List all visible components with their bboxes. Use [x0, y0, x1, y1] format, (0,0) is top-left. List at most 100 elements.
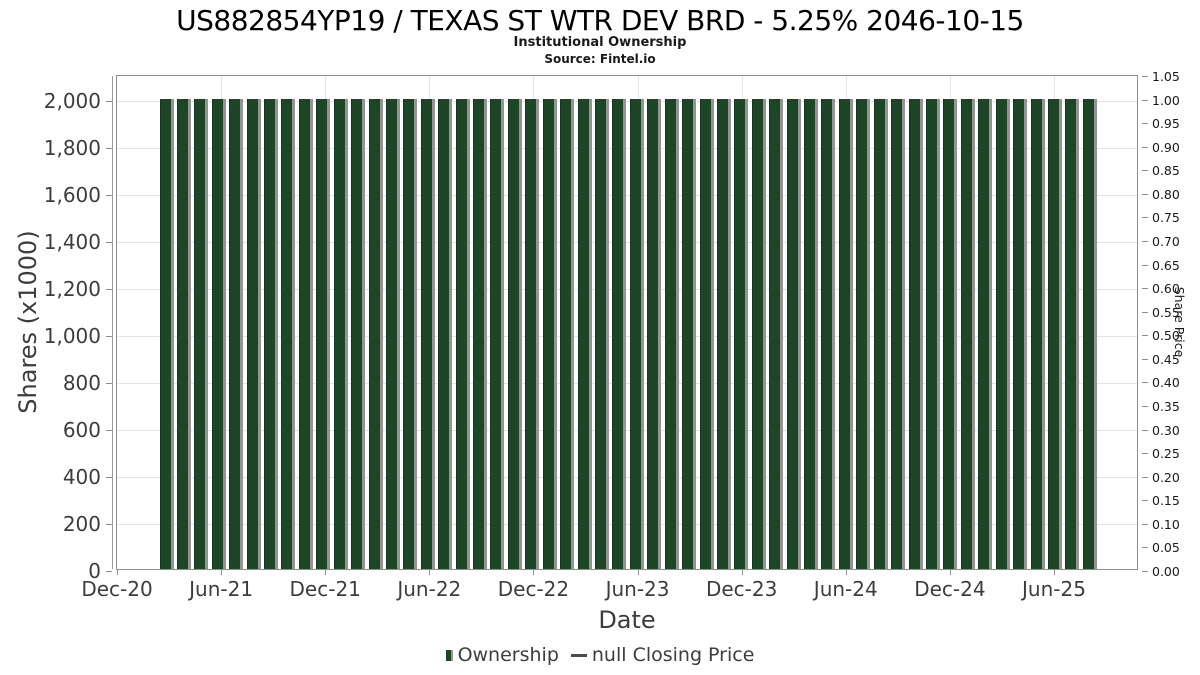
right-tick-label: 0.45: [1152, 351, 1180, 367]
ownership-bar[interactable]: [1013, 99, 1028, 569]
ownership-bar[interactable]: [716, 99, 731, 569]
left-tick-mark: [106, 101, 112, 102]
ownership-bar[interactable]: [873, 99, 888, 569]
right-tick-mark: [1142, 241, 1148, 242]
ownership-bar[interactable]: [490, 99, 505, 569]
ownership-bar[interactable]: [246, 99, 261, 569]
ownership-bar[interactable]: [159, 99, 174, 569]
ownership-bar[interactable]: [995, 99, 1010, 569]
ownership-bar[interactable]: [960, 99, 975, 569]
left-tick-mark: [106, 148, 112, 149]
right-tick-mark: [1142, 358, 1148, 360]
right-axis-title: Share Price: [1172, 286, 1187, 358]
ownership-bar[interactable]: [420, 99, 435, 569]
left-tick-mark: [106, 336, 112, 337]
x-tick-mark: [117, 569, 118, 575]
right-tick-label: 0.10: [1152, 516, 1180, 532]
ownership-bar[interactable]: [925, 99, 940, 569]
ownership-bar[interactable]: [786, 99, 801, 569]
ownership-bar[interactable]: [821, 99, 836, 569]
ownership-bar[interactable]: [734, 99, 749, 569]
left-tick-mark: [106, 524, 112, 525]
ownership-bar[interactable]: [577, 99, 592, 569]
ownership-bar[interactable]: [281, 99, 296, 569]
x-tick-label: Jun-22: [397, 577, 462, 601]
ownership-bar[interactable]: [473, 99, 488, 569]
ownership-bar[interactable]: [664, 99, 679, 569]
ownership-bar[interactable]: [804, 99, 819, 569]
left-tick-label: 1,600: [43, 183, 101, 207]
right-tick-label: 0.00: [1152, 564, 1180, 579]
ownership-bar[interactable]: [385, 99, 400, 569]
ownership-bar[interactable]: [176, 99, 191, 569]
ownership-bar[interactable]: [298, 99, 313, 569]
ownership-bar[interactable]: [891, 99, 906, 569]
right-tick-label: 0.20: [1152, 469, 1180, 485]
ownership-bar[interactable]: [351, 99, 366, 569]
right-tick-mark: [1142, 547, 1148, 549]
right-tick-mark: [1142, 382, 1148, 384]
ownership-bar[interactable]: [682, 99, 697, 569]
right-tick-label: 0.90: [1152, 139, 1180, 155]
right-tick-mark: [1142, 76, 1148, 77]
plot-area: 0 200 400 600 800 1,000 1,200 1,400 1,600 1,800 2,…: [44, 70, 1180, 601]
right-tick-label: 0.30: [1152, 422, 1180, 438]
ownership-bar[interactable]: [1065, 99, 1080, 569]
ownership-bar[interactable]: [211, 99, 226, 569]
x-tick-mark: [533, 569, 535, 575]
ownership-bar[interactable]: [838, 99, 853, 569]
ownership-bar[interactable]: [316, 99, 331, 569]
right-tick-mark: [1142, 170, 1148, 172]
ownership-bar[interactable]: [978, 99, 993, 569]
ownership-bar[interactable]: [595, 99, 609, 569]
ownership-bar[interactable]: [264, 99, 279, 569]
right-tick-label: 1.00: [1152, 92, 1180, 108]
h-gridline: [117, 195, 1137, 196]
legend-item-ownership[interactable]: Ownership: [445, 644, 559, 666]
x-tick-mark: [741, 569, 743, 575]
x-tick-label: Dec-21: [289, 577, 361, 601]
right-tick-mark: [1142, 406, 1148, 407]
ownership-bar[interactable]: [1030, 99, 1045, 569]
ownership-bar[interactable]: [908, 99, 923, 569]
ownership-bar[interactable]: [769, 99, 784, 569]
ownership-bar[interactable]: [368, 99, 383, 569]
ownership-bar[interactable]: [612, 99, 627, 569]
right-tick-mark: [1142, 453, 1148, 455]
legend-item-null-closing-price[interactable]: null Closing Price: [570, 644, 754, 666]
ownership-bar[interactable]: [229, 99, 244, 569]
ownership-bar[interactable]: [525, 99, 540, 569]
y-axis-spine: [112, 76, 113, 569]
ownership-bar[interactable]: [403, 99, 418, 569]
right-tick-label: 0.15: [1152, 493, 1180, 509]
ownership-bar[interactable]: [751, 99, 766, 569]
right-tick-mark: [1142, 311, 1148, 313]
right-tick-mark: [1142, 146, 1148, 148]
right-tick-mark: [1142, 99, 1148, 101]
ownership-bar[interactable]: [455, 99, 470, 569]
h-gridline: [117, 289, 1137, 290]
right-tick-label: 0.70: [1152, 234, 1180, 249]
ownership-bar[interactable]: [699, 99, 714, 569]
ownership-bar[interactable]: [560, 99, 575, 569]
left-tick-label: 200: [62, 512, 101, 536]
ownership-bar[interactable]: [1082, 99, 1097, 569]
legend-bar-marker-icon: [445, 649, 453, 661]
ownership-bar[interactable]: [1047, 99, 1062, 569]
ownership-bar[interactable]: [542, 99, 557, 569]
right-tick-label: 0.60: [1152, 281, 1180, 297]
right-tick-mark: [1142, 500, 1148, 502]
ownership-bar[interactable]: [856, 99, 871, 569]
ownership-bar[interactable]: [943, 99, 958, 569]
ownership-bar[interactable]: [194, 99, 209, 569]
ownership-bar[interactable]: [507, 99, 522, 569]
h-gridline: [117, 148, 1137, 149]
left-tick-label: 1,000: [43, 324, 101, 348]
ownership-bar[interactable]: [333, 99, 348, 569]
ownership-bar[interactable]: [629, 99, 644, 569]
right-tick-mark: [1142, 288, 1148, 290]
ownership-bar[interactable]: [647, 99, 662, 569]
right-tick-mark: [1142, 264, 1148, 266]
ownership-bar[interactable]: [438, 99, 453, 569]
